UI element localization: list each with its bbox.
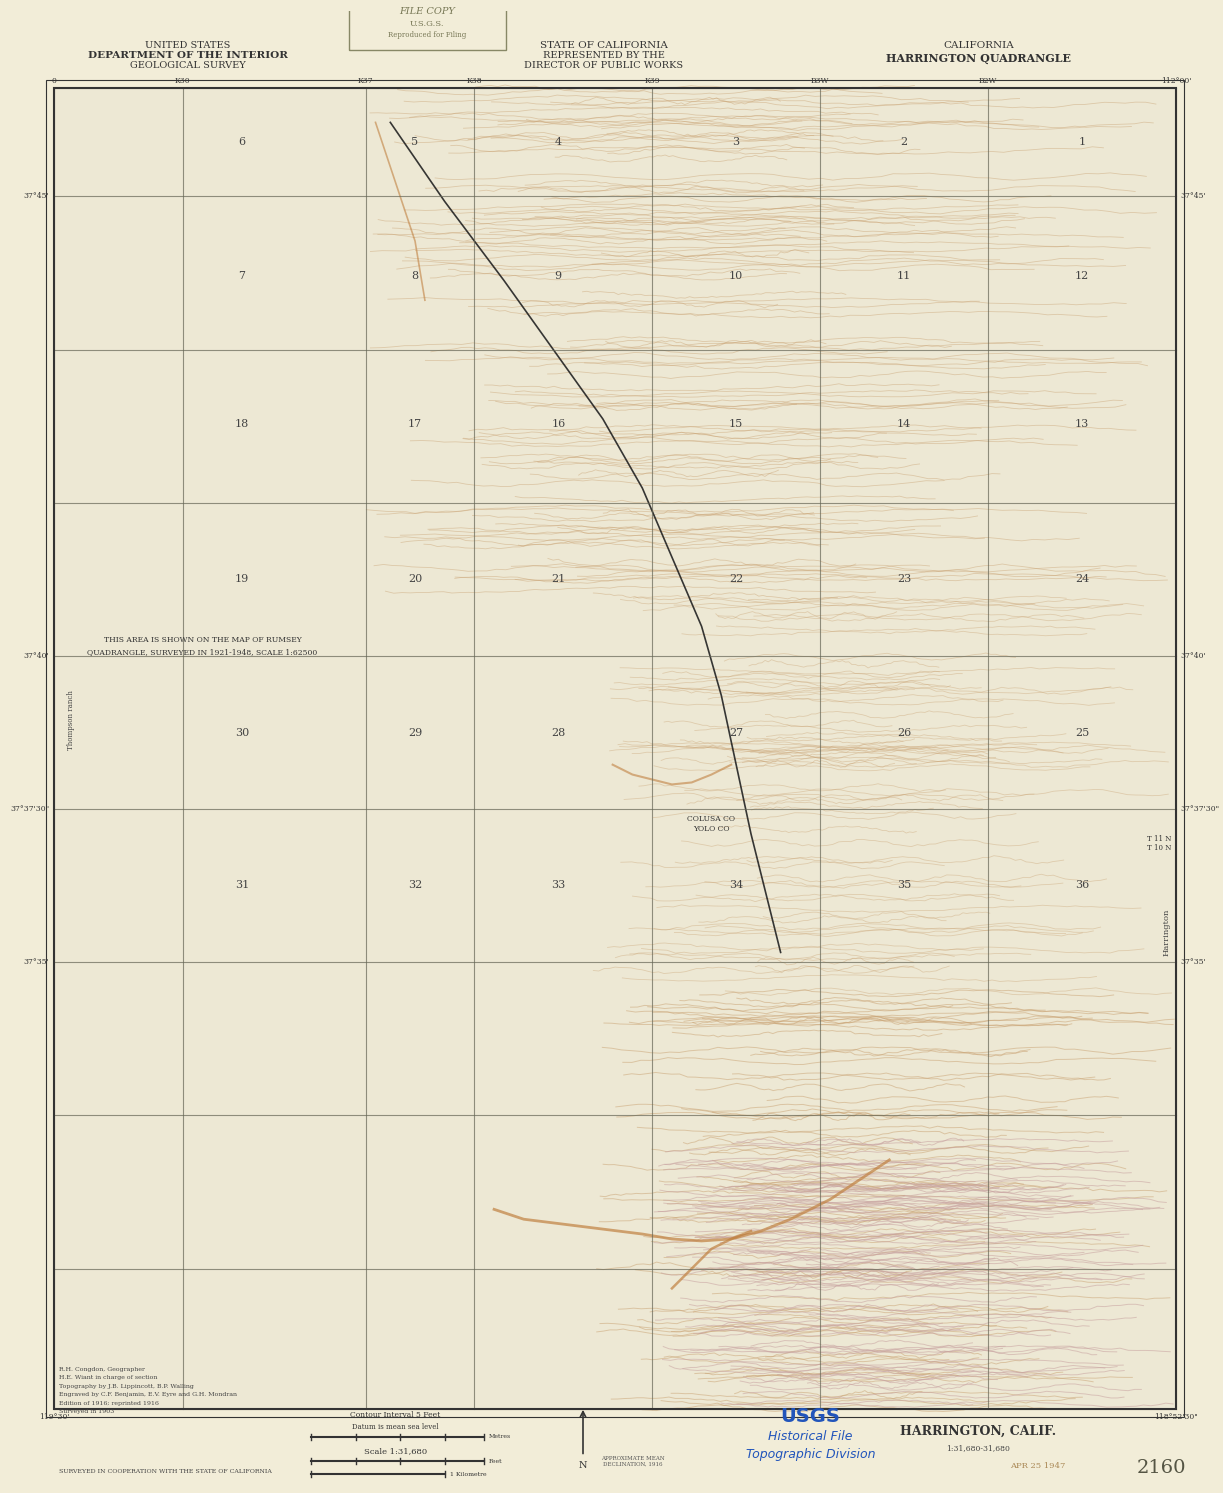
- Text: UNITED STATES: UNITED STATES: [146, 40, 230, 49]
- Text: K39: K39: [645, 76, 660, 85]
- Text: 112°00': 112°00': [1161, 76, 1191, 85]
- Text: 19: 19: [235, 573, 249, 584]
- Text: 14: 14: [896, 418, 911, 428]
- Text: 15: 15: [729, 418, 744, 428]
- Text: B3W: B3W: [811, 76, 829, 85]
- Text: 1:31,680-31,680: 1:31,680-31,680: [947, 1444, 1010, 1453]
- Bar: [54, 88, 1175, 1409]
- Text: 13: 13: [1075, 418, 1090, 428]
- Text: Contour Interval 5 Feet: Contour Interval 5 Feet: [350, 1411, 440, 1418]
- Text: K30: K30: [175, 76, 191, 85]
- Text: THIS AREA IS SHOWN ON THE MAP OF RUMSEY
QUADRANGLE, SURVEYED IN 1921-1948, SCALE: THIS AREA IS SHOWN ON THE MAP OF RUMSEY …: [87, 636, 318, 655]
- Text: REPRESENTED BY THE: REPRESENTED BY THE: [543, 51, 664, 60]
- Text: FILE COPY: FILE COPY: [399, 7, 455, 16]
- Text: 37°37'30": 37°37'30": [1181, 805, 1221, 814]
- Text: 29: 29: [408, 729, 422, 738]
- Text: USGS: USGS: [780, 1408, 840, 1426]
- Text: Scale 1:31,680: Scale 1:31,680: [363, 1447, 427, 1456]
- Text: Datum is mean sea level: Datum is mean sea level: [352, 1423, 439, 1430]
- Text: 0: 0: [51, 76, 56, 85]
- Text: 3: 3: [733, 137, 740, 148]
- Text: B2W: B2W: [978, 76, 997, 85]
- Text: 37°45': 37°45': [1181, 193, 1206, 200]
- Text: 2: 2: [900, 137, 907, 148]
- Text: 2160: 2160: [1136, 1459, 1186, 1477]
- Text: 16: 16: [552, 418, 565, 428]
- Text: 118°52'30": 118°52'30": [1155, 1412, 1197, 1421]
- Text: GEOLOGICAL SURVEY: GEOLOGICAL SURVEY: [130, 61, 246, 70]
- Text: Engraved by C.F. Benjamin, E.V. Eyre and G.H. Mondran: Engraved by C.F. Benjamin, E.V. Eyre and…: [59, 1391, 237, 1397]
- Text: 18: 18: [235, 418, 249, 428]
- Text: 1 Kilometre: 1 Kilometre: [450, 1472, 487, 1477]
- Text: Metres: Metres: [489, 1435, 511, 1439]
- Text: 30: 30: [235, 729, 249, 738]
- Text: HARRINGTON, CALIF.: HARRINGTON, CALIF.: [900, 1426, 1057, 1438]
- Text: HARRINGTON QUADRANGLE: HARRINGTON QUADRANGLE: [885, 52, 1071, 64]
- Text: 34: 34: [729, 881, 744, 890]
- Text: 28: 28: [552, 729, 565, 738]
- Text: H.E. Wiant in charge of section: H.E. Wiant in charge of section: [59, 1375, 158, 1381]
- Text: 12: 12: [1075, 270, 1090, 281]
- Text: Harrington: Harrington: [1163, 909, 1170, 957]
- Text: Feet: Feet: [489, 1459, 503, 1463]
- Text: N: N: [578, 1462, 587, 1471]
- Text: 32: 32: [408, 881, 422, 890]
- Bar: [54, 88, 1175, 1409]
- Text: 4: 4: [555, 137, 561, 148]
- Text: Surveyed in 1903: Surveyed in 1903: [59, 1409, 115, 1414]
- Text: 35: 35: [896, 881, 911, 890]
- Text: 119°30': 119°30': [39, 1412, 70, 1421]
- Text: 23: 23: [896, 573, 911, 584]
- Text: 33: 33: [552, 881, 565, 890]
- Text: 22: 22: [729, 573, 744, 584]
- Text: K38: K38: [466, 76, 482, 85]
- Text: 11: 11: [896, 270, 911, 281]
- Text: 1: 1: [1079, 137, 1086, 148]
- Text: Reproduced for Filing: Reproduced for Filing: [388, 31, 466, 39]
- Text: 36: 36: [1075, 881, 1090, 890]
- Text: 24: 24: [1075, 573, 1090, 584]
- Text: 9: 9: [555, 270, 561, 281]
- Text: 21: 21: [552, 573, 565, 584]
- Text: 20: 20: [408, 573, 422, 584]
- Text: APPROXIMATE MEAN
DECLINATION, 1916: APPROXIMATE MEAN DECLINATION, 1916: [600, 1456, 664, 1466]
- Text: 8: 8: [411, 270, 418, 281]
- Text: CALIFORNIA: CALIFORNIA: [943, 40, 1014, 49]
- Text: K37: K37: [358, 76, 373, 85]
- Text: T 11 N
T 10 N: T 11 N T 10 N: [1147, 835, 1170, 853]
- Text: 10: 10: [729, 270, 744, 281]
- Text: 7: 7: [238, 270, 246, 281]
- Text: 37°35': 37°35': [1181, 959, 1207, 966]
- Text: DIRECTOR OF PUBLIC WORKS: DIRECTOR OF PUBLIC WORKS: [525, 61, 684, 70]
- Text: COLUSA CO
YOLO CO: COLUSA CO YOLO CO: [687, 815, 735, 833]
- Text: R.H. Congdon, Geographer: R.H. Congdon, Geographer: [59, 1368, 146, 1372]
- Text: 5: 5: [411, 137, 418, 148]
- Text: 37°37'30": 37°37'30": [10, 805, 49, 814]
- Text: 17: 17: [408, 418, 422, 428]
- Text: Edition of 1916; reprinted 1916: Edition of 1916; reprinted 1916: [59, 1400, 159, 1405]
- Text: Historical File: Historical File: [768, 1430, 852, 1444]
- Text: U.S.G.S.: U.S.G.S.: [410, 19, 444, 27]
- Text: 6: 6: [238, 137, 246, 148]
- Text: Thompson ranch: Thompson ranch: [67, 690, 75, 749]
- Text: 26: 26: [896, 729, 911, 738]
- Text: SURVEYED IN COOPERATION WITH THE STATE OF CALIFORNIA: SURVEYED IN COOPERATION WITH THE STATE O…: [59, 1469, 273, 1474]
- Text: DEPARTMENT OF THE INTERIOR: DEPARTMENT OF THE INTERIOR: [88, 51, 287, 60]
- Text: 37°35': 37°35': [23, 959, 49, 966]
- Text: 37°40': 37°40': [1181, 652, 1206, 660]
- Text: 37°40': 37°40': [23, 652, 49, 660]
- Text: 27: 27: [729, 729, 744, 738]
- Text: APR 25 1947: APR 25 1947: [1010, 1462, 1065, 1471]
- Text: 31: 31: [235, 881, 249, 890]
- Text: 25: 25: [1075, 729, 1090, 738]
- Text: Topographic Division: Topographic Division: [746, 1448, 874, 1460]
- Text: 37°45': 37°45': [23, 193, 49, 200]
- Text: Topography by J.B. Lippincott, B.P. Walling: Topography by J.B. Lippincott, B.P. Wall…: [59, 1384, 194, 1388]
- Text: STATE OF CALIFORNIA: STATE OF CALIFORNIA: [539, 40, 668, 49]
